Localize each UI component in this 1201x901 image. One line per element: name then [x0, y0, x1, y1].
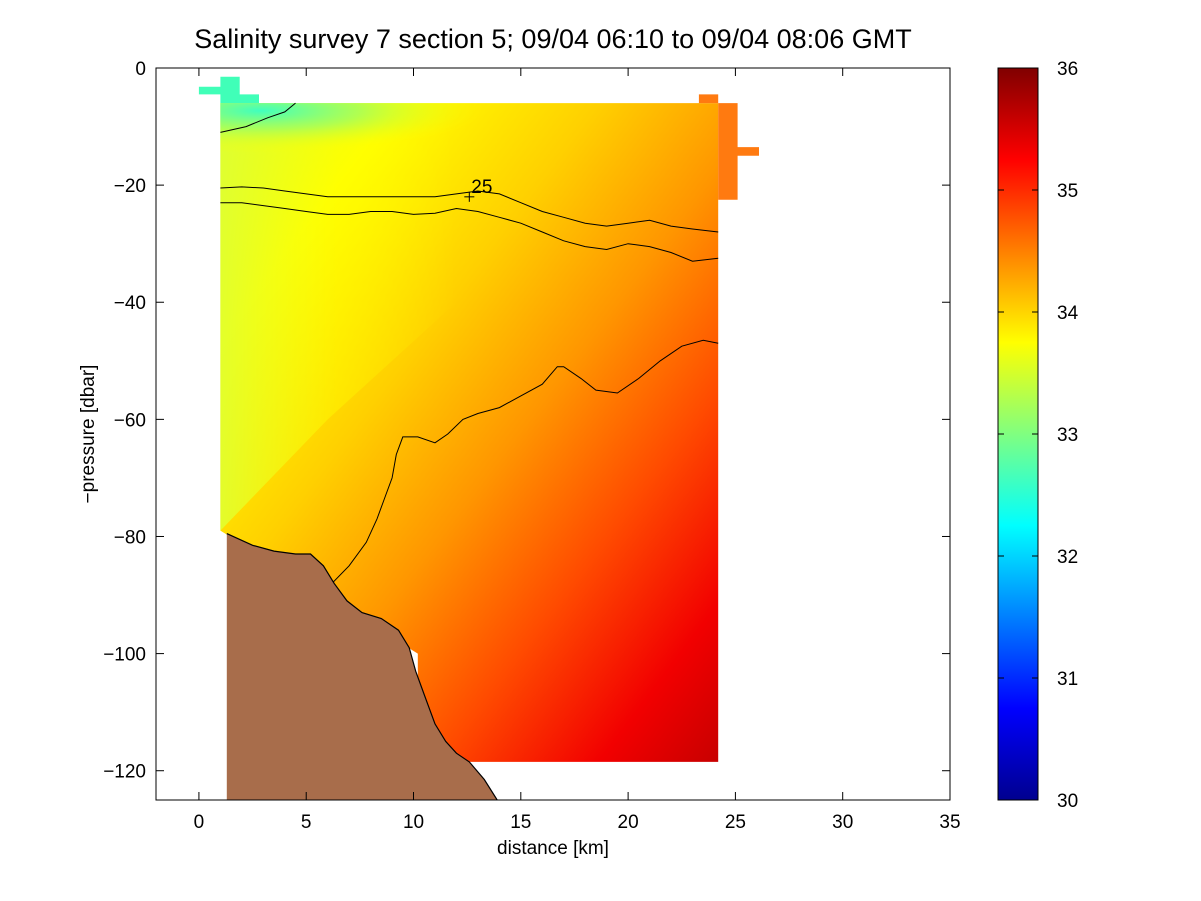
x-tick-label: 20	[618, 812, 639, 833]
y-tick-label: 0	[135, 59, 146, 80]
x-axis-ticks: 0 5 10 15 20 25 30 35	[194, 68, 961, 833]
y-tick-label: −120	[103, 762, 146, 783]
contour-line-1	[220, 102, 296, 133]
x-tick-label: 0	[194, 812, 205, 833]
y-axis-title: −pressure [dbar]	[78, 365, 99, 504]
contour-line-3	[220, 202, 719, 262]
colorbar-tick-label: 35	[1057, 181, 1078, 202]
y-tick-label: −40	[114, 293, 146, 314]
contour-lines: 25	[220, 102, 719, 590]
contour-line-2	[220, 186, 719, 233]
colorbar-ticks: 30 31 32 33 34 35 36	[998, 59, 1079, 812]
x-tick-label: 15	[510, 812, 531, 833]
salinity-field-east-surface-cells	[698, 94, 759, 200]
chart-title: Salinity survey 7 section 5; 09/04 06:10…	[194, 24, 911, 54]
x-tick-label: 35	[939, 812, 960, 833]
colorbar-tick-label: 36	[1057, 59, 1078, 80]
colorbar-tick-label: 30	[1057, 791, 1078, 812]
y-tick-label: −60	[114, 410, 146, 431]
x-tick-label: 25	[725, 812, 746, 833]
salinity-field-west-band	[220, 103, 457, 531]
seabed-outline	[226, 533, 498, 800]
y-axis-ticks: 0 −20 −40 −60 −80 −100 −120	[103, 59, 950, 783]
salinity-field-surface-layer	[220, 103, 719, 197]
y-tick-label: −80	[114, 527, 146, 548]
x-tick-label: 30	[832, 812, 853, 833]
x-tick-label: 5	[301, 812, 312, 833]
contour-label: 25	[471, 177, 492, 198]
colorbar-tick-label: 33	[1057, 425, 1078, 446]
x-tick-label: 10	[403, 812, 424, 833]
colorbar-tick-label: 34	[1057, 303, 1079, 324]
seabed-bathymetry	[226, 533, 498, 800]
seabed-fill	[226, 533, 498, 800]
y-tick-label: −100	[103, 645, 146, 666]
contour-line-4	[318, 339, 719, 590]
y-tick-label: −20	[114, 176, 146, 197]
axes-frame	[155, 67, 951, 801]
x-axis-title: distance [km]	[497, 838, 609, 859]
salinity-field-west-surface-cells	[198, 76, 259, 104]
colorbar-tick-label: 31	[1057, 669, 1078, 690]
colorbar-tick-label: 32	[1057, 547, 1078, 568]
